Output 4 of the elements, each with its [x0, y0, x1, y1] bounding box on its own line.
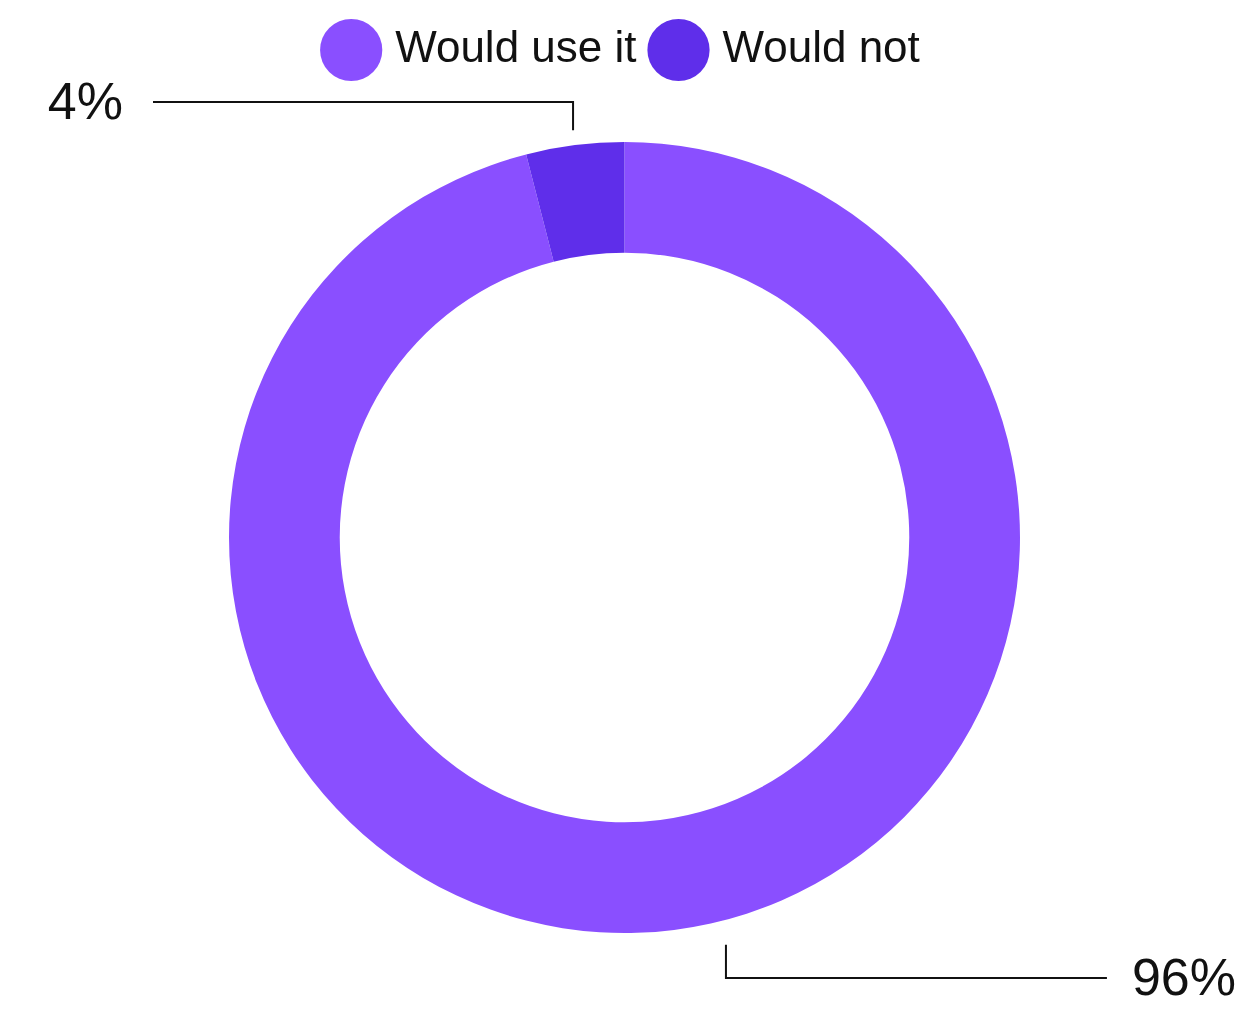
legend-label: Would use it — [395, 22, 637, 72]
data-label: 96% — [1131, 948, 1236, 1007]
data-label: 4% — [47, 72, 123, 131]
legend-label: Would not — [722, 22, 920, 72]
